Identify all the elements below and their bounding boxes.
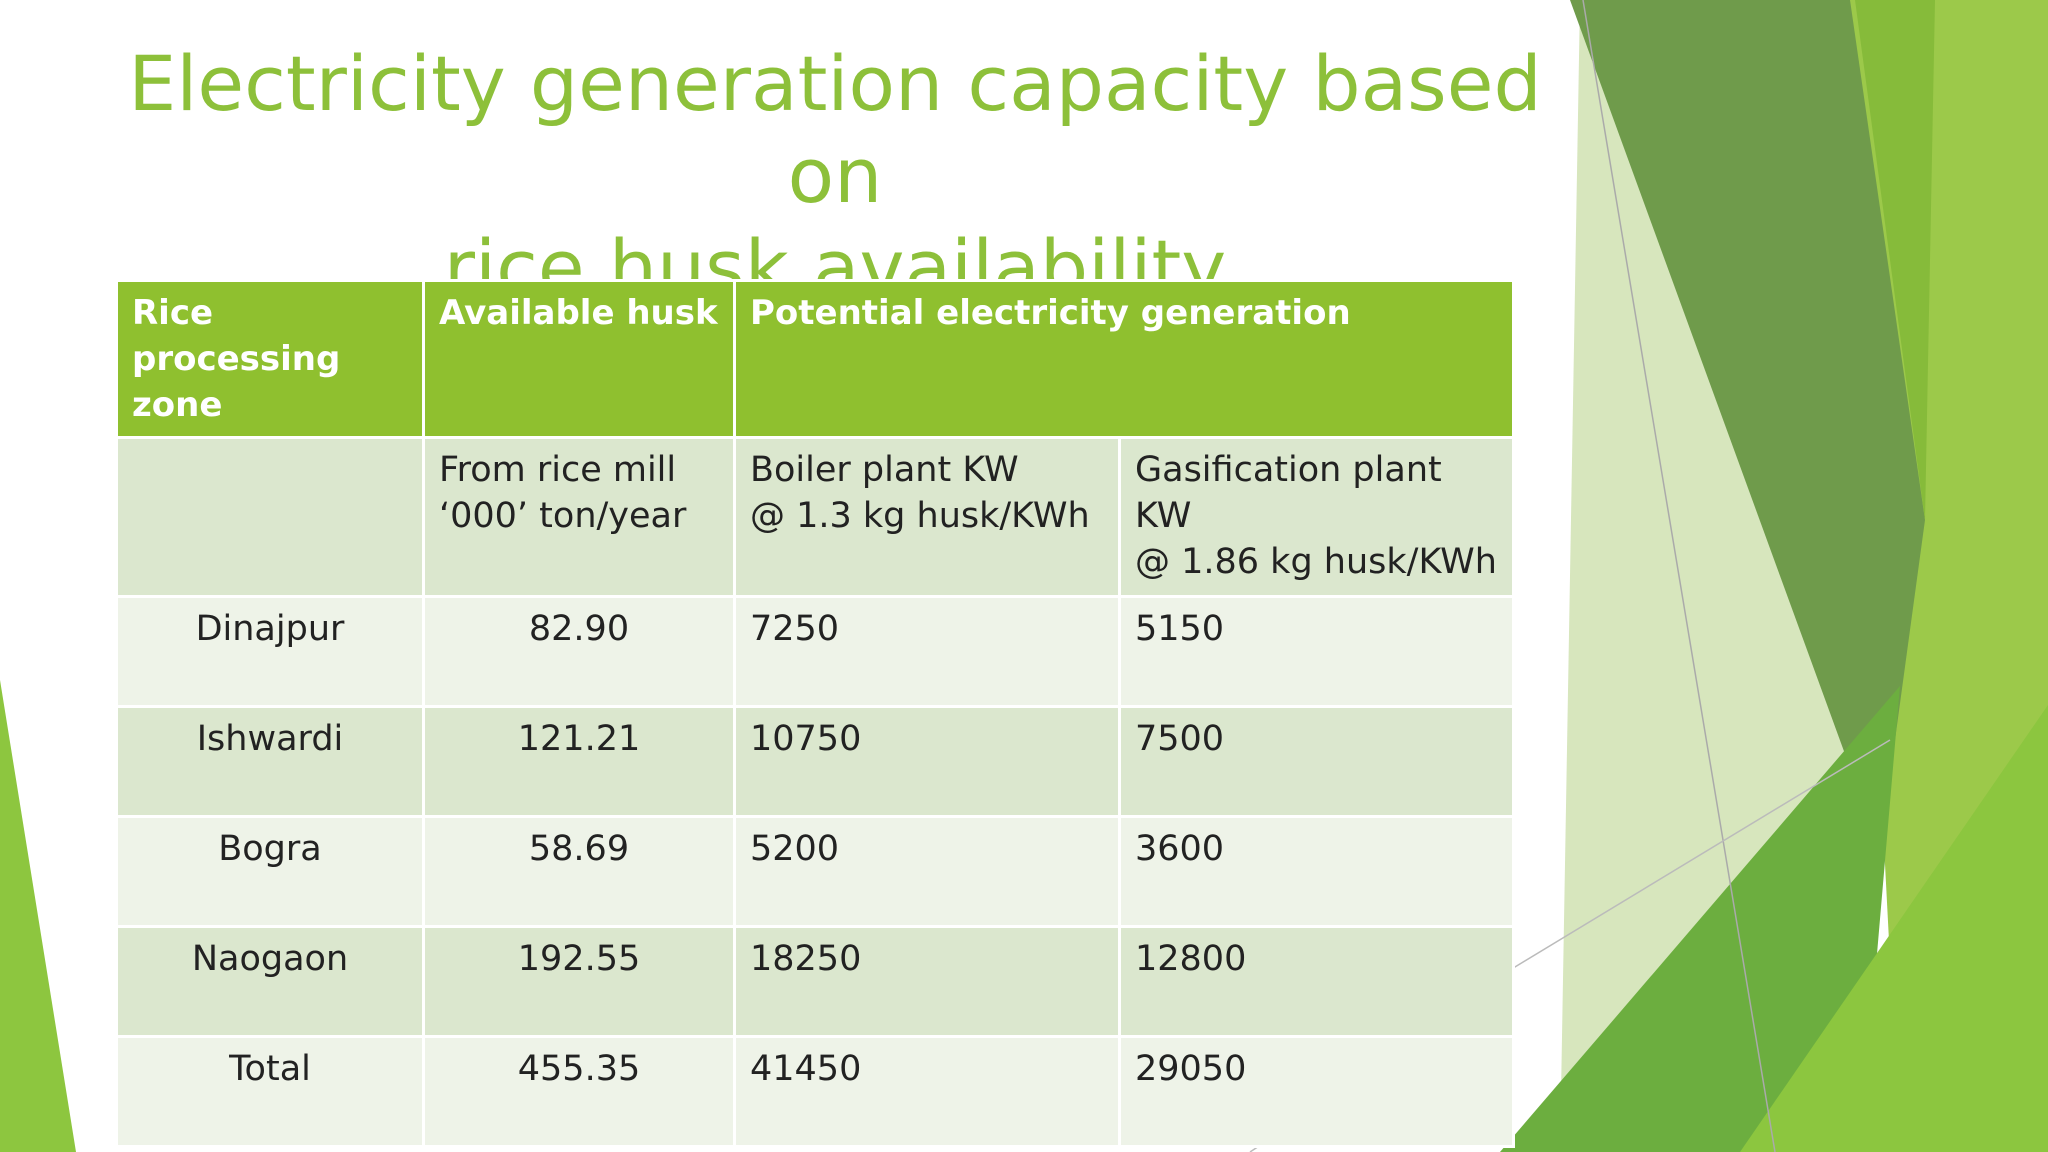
value-cell: 192.55: [422, 925, 736, 1038]
subheader-cell: Gasification plant KW @ 1.86 kg husk/KWh: [1118, 436, 1515, 598]
header-cell: Potential electricity generation: [733, 279, 1515, 439]
value-cell: 7250: [733, 595, 1121, 708]
zone-cell: Naogaon: [115, 925, 425, 1038]
bottom-shape: [1500, 686, 1900, 1152]
header-cell: Available husk: [422, 279, 736, 439]
zone-cell: Total: [115, 1035, 425, 1148]
subheader-line: @ 1.3 kg husk/KWh: [750, 496, 1090, 536]
data-row: Dinajpur 82.90 7250 5150: [115, 595, 1515, 708]
value-cell: 455.35: [422, 1035, 736, 1148]
title-line: Electricity generation capacity based on: [128, 39, 1542, 220]
slide-title: Electricity generation capacity based on…: [80, 38, 1590, 314]
empty-cell: [115, 436, 425, 598]
subheader-row: From rice mill ‘000’ ton/year Boiler plant…: [115, 436, 1515, 598]
value-cell: 3600: [1118, 815, 1515, 928]
data-row: Total 455.35 41450 29050: [115, 1035, 1515, 1148]
value-cell: 18250: [733, 925, 1121, 1038]
subheader-cell: Boiler plant KW @ 1.3 kg husk/KWh: [733, 436, 1121, 598]
subheader-line: ‘000’ ton/year: [439, 496, 687, 536]
thin-line: [1582, 0, 1776, 1152]
header-row: Rice processing zone Available husk Potent…: [115, 279, 1515, 439]
bottom-right-shape: [1740, 705, 2048, 1152]
value-cell: 5200: [733, 815, 1121, 928]
value-cell: 7500: [1118, 705, 1515, 818]
data-row: Bogra 58.69 5200 3600: [115, 815, 1515, 928]
value-cell: 10750: [733, 705, 1121, 818]
subheader-line: Boiler plant KW: [750, 450, 1019, 490]
zone-cell: Ishwardi: [115, 705, 425, 818]
subheader-line: KW: [1135, 496, 1192, 536]
data-row: Ishwardi 121.21 10750 7500: [115, 705, 1515, 818]
subheader-line: @ 1.86 kg husk/KWh: [1135, 542, 1497, 582]
thin-line: [1509, 739, 1891, 971]
dark-shape: [1570, 0, 1925, 850]
bright-shape: [1855, 0, 1935, 520]
data-row: Naogaon 192.55 18250 12800: [115, 925, 1515, 1038]
subheader-line: Gasification plant: [1135, 450, 1442, 490]
zone-cell: Bogra: [115, 815, 425, 928]
value-cell: 121.21: [422, 705, 736, 818]
subheader-cell: From rice mill ‘000’ ton/year: [422, 436, 736, 598]
header-cell: Rice processing zone: [115, 279, 425, 439]
subheader-line: From rice mill: [439, 450, 677, 490]
value-cell: 58.69: [422, 815, 736, 928]
value-cell: 5150: [1118, 595, 1515, 708]
value-cell: 82.90: [422, 595, 736, 708]
data-table: Rice processing zone Available husk Potent…: [115, 279, 1515, 1148]
value-cell: 12800: [1118, 925, 1515, 1038]
left-stripe: [0, 680, 76, 1152]
value-cell: 41450: [733, 1035, 1121, 1148]
value-cell: 29050: [1118, 1035, 1515, 1148]
zone-cell: Dinajpur: [115, 595, 425, 708]
